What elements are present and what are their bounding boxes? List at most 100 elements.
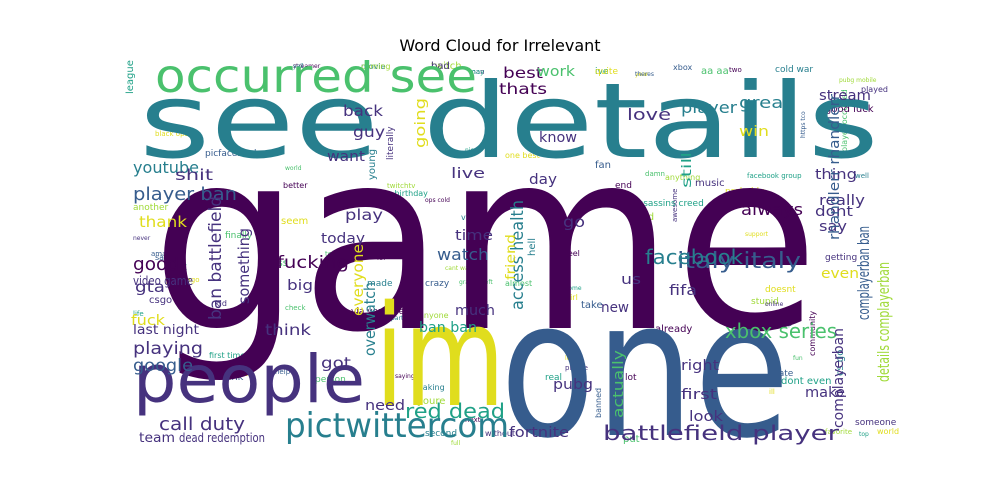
small-word: pc (623, 195, 630, 202)
small-word: coming (361, 62, 390, 71)
word-still: still (680, 152, 695, 188)
word-people: people (133, 341, 365, 418)
word-first: first (681, 387, 718, 403)
small-word: theres (635, 71, 654, 78)
word-time: time (455, 228, 493, 244)
word-play: play (345, 206, 383, 224)
small-word: dont even (781, 376, 831, 387)
small-word: grand theft (459, 279, 493, 286)
small-word: may (469, 68, 484, 76)
small-word: movie (361, 62, 386, 71)
small-word: player occurred (840, 89, 849, 152)
small-word: xbox (673, 63, 692, 72)
small-word: pubg mobile (839, 77, 877, 84)
small-word: two (729, 66, 742, 74)
small-word: keep (785, 314, 802, 322)
small-word: aa aa (701, 66, 729, 77)
small-word: nice (465, 147, 478, 154)
small-word: picfacebookcom (205, 149, 279, 159)
word-great: great (739, 93, 791, 112)
small-word: top (859, 431, 869, 438)
small-word: real (545, 373, 562, 383)
small-word: finally (225, 231, 253, 241)
small-word: streamer (293, 63, 321, 70)
word-guy: guy (353, 123, 385, 141)
small-word: please (565, 364, 588, 372)
word-fortnite: fortnite (509, 425, 569, 441)
small-word: saying (395, 373, 415, 380)
word-one: one (500, 259, 790, 448)
small-word: youre (417, 396, 445, 407)
small-word: online (765, 301, 784, 308)
small-word: happy birthday (367, 189, 428, 198)
word-player-ban: player ban (133, 184, 237, 205)
small-word: fan (595, 160, 611, 171)
small-word: tell (325, 250, 336, 258)
small-word: miss (265, 258, 288, 269)
word-win: win (739, 124, 769, 140)
word-new: new (601, 300, 629, 316)
small-word: feel (565, 249, 580, 258)
word-really: really (819, 193, 865, 209)
word-complayerban-ban: complayerban ban (854, 226, 873, 320)
chart-title: Word Cloud for Irrelevant (399, 36, 601, 55)
small-word: world warcraft (877, 427, 899, 436)
small-word: kid (215, 299, 227, 308)
small-word: amazing (151, 250, 181, 258)
small-word: stop (779, 321, 792, 328)
word-complayerban: complayerban (831, 328, 847, 428)
word-fifa: fifa (669, 283, 697, 299)
word-last-night: last night (133, 323, 199, 338)
word-details-complayerban: details complayerban (874, 262, 893, 382)
small-word: better (283, 181, 308, 190)
small-word: put (623, 434, 640, 445)
small-word: awesome (671, 189, 679, 222)
small-word: years ago (165, 276, 200, 284)
small-word: cant (165, 262, 187, 273)
small-word: end (615, 181, 632, 191)
word-facebook: facebook (645, 245, 743, 269)
small-word: someone (855, 418, 897, 428)
word-everyone: everyone (349, 244, 367, 316)
word-playing: playing (133, 339, 203, 359)
small-word: via youtube (351, 307, 405, 317)
small-word: csgo (149, 295, 172, 306)
word-stream: stream (819, 88, 871, 104)
small-word: made (367, 279, 393, 289)
small-word: already (655, 324, 692, 335)
word-best: best (503, 64, 543, 82)
small-word: anything (665, 173, 700, 182)
small-word: come (565, 285, 582, 292)
small-word: said (155, 253, 171, 262)
small-word: ops cold (425, 197, 450, 204)
word-ban-ban: ban ban (419, 320, 477, 336)
small-word: literally (386, 126, 396, 160)
word-always: always (741, 200, 803, 219)
word-today: today (321, 231, 365, 247)
small-word: seem (281, 216, 308, 227)
word-call-duty: call duty (159, 414, 245, 435)
small-word: full (451, 440, 461, 447)
small-word: hate (773, 369, 794, 379)
word-friend: friend (504, 234, 519, 280)
small-word: https tco (800, 111, 807, 138)
word-xbox-series: xbox series (725, 319, 837, 343)
small-word: hell (527, 238, 538, 256)
word-italy-italy: italy italy (677, 249, 801, 274)
word-im: im (375, 276, 505, 439)
word-red-dead: red dead (405, 399, 505, 423)
small-word: unk (225, 372, 244, 383)
word-gta: gta (135, 278, 165, 296)
small-word: support (745, 231, 769, 238)
word-big: big (287, 278, 313, 294)
small-word: ive (595, 67, 609, 77)
word-fucking: fucking (277, 253, 349, 273)
word-even: even (821, 266, 859, 282)
small-word: let (565, 355, 573, 362)
small-word: life (133, 310, 144, 318)
word-overwatch: overwatch (361, 282, 379, 356)
small-word: damn (645, 170, 665, 178)
word-video-game: video game (133, 274, 193, 288)
small-word: id (645, 212, 654, 223)
word-thing: thing (815, 167, 857, 183)
